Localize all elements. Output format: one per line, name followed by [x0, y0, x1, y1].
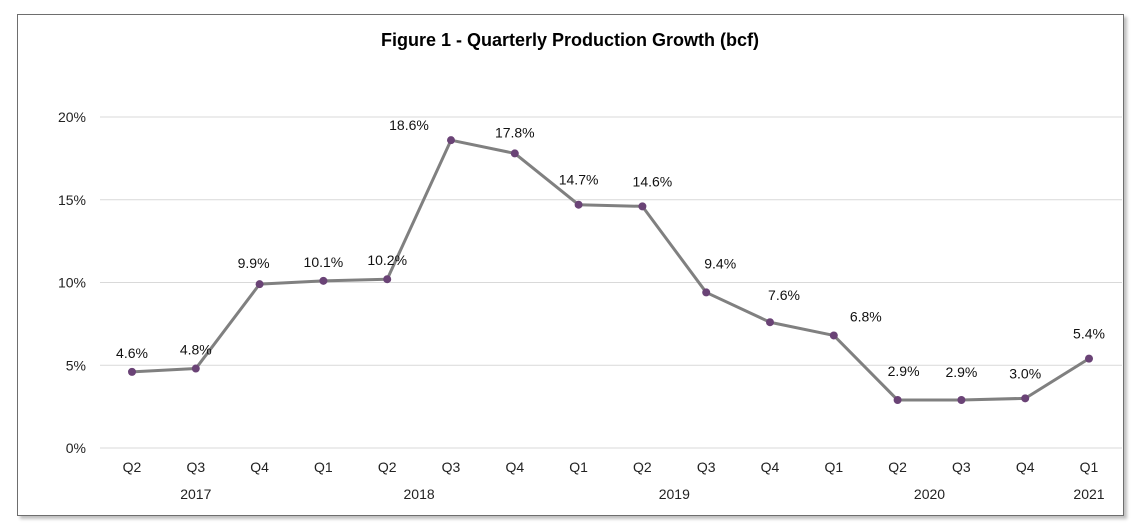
x-tick-label: Q2	[378, 459, 397, 475]
data-label: 2.9%	[945, 364, 977, 380]
data-point	[1021, 394, 1030, 403]
x-axis-ticks: Q2 Q3 Q4 Q1 Q2 Q3 Q4 Q1 Q2 Q3 Q4 Q1 Q2 Q3 Q4 Q1	[123, 459, 1099, 475]
data-point	[893, 396, 902, 405]
x-tick-label: Q1	[569, 459, 588, 475]
x-tick-label: Q3	[697, 459, 716, 475]
data-point	[128, 367, 136, 376]
year-label: 2018	[404, 486, 435, 502]
data-point	[638, 202, 647, 211]
x-tick-label: Q2	[123, 459, 142, 475]
y-axis-ticks: 0% 5% 10% 15% 20%	[58, 109, 86, 456]
data-label: 3.0%	[1009, 365, 1041, 381]
x-tick-label: Q3	[952, 459, 971, 475]
y-tick-label: 10%	[58, 275, 86, 291]
data-point	[510, 149, 519, 158]
data-label: 6.8%	[850, 308, 882, 324]
data-label: 7.6%	[768, 287, 800, 303]
data-point	[319, 276, 328, 285]
series-polyline	[131, 138, 1090, 402]
chart-title: Figure 1 - Quarterly Production Growth (…	[381, 30, 759, 50]
data-label: 4.8%	[180, 342, 212, 358]
data-label: 5.4%	[1073, 326, 1105, 342]
x-axis-year-labels: 2017 2018 2019 2020 2021	[180, 486, 1105, 502]
year-label: 2020	[914, 486, 945, 502]
x-tick-label: Q4	[761, 459, 780, 475]
data-point	[383, 275, 392, 284]
x-tick-label: Q1	[1080, 459, 1099, 475]
data-point	[957, 396, 966, 405]
data-label: 9.4%	[704, 255, 736, 271]
data-label: 4.6%	[116, 345, 148, 361]
x-tick-label: Q1	[314, 459, 333, 475]
x-tick-label: Q4	[505, 459, 524, 475]
data-label: 14.7%	[559, 172, 599, 188]
x-tick-label: Q1	[824, 459, 843, 475]
data-points	[128, 136, 1093, 405]
y-tick-label: 0%	[66, 440, 86, 456]
data-label: 10.2%	[367, 252, 407, 268]
x-tick-label: Q2	[888, 459, 907, 475]
y-tick-label: 20%	[58, 109, 86, 125]
x-tick-label: Q2	[633, 459, 652, 475]
year-label: 2017	[180, 486, 211, 502]
x-tick-label: Q3	[186, 459, 205, 475]
data-point	[1085, 354, 1093, 363]
x-tick-label: Q4	[1016, 459, 1035, 475]
x-tick-label: Q3	[442, 459, 461, 475]
data-label: 2.9%	[888, 363, 920, 379]
data-label: 14.6%	[633, 173, 673, 189]
data-point	[447, 136, 455, 145]
data-label: 9.9%	[238, 255, 270, 271]
data-label: 10.1%	[304, 254, 344, 270]
data-labels: 4.6% 4.8% 9.9% 10.1% 10.2% 18.6% 17.8% 14.7% 14.…	[116, 117, 1105, 381]
data-point	[191, 364, 200, 373]
data-point	[829, 331, 838, 340]
y-tick-label: 15%	[58, 192, 86, 208]
data-point	[574, 200, 583, 209]
x-tick-label: Q4	[250, 459, 269, 475]
data-point	[255, 280, 264, 289]
series-line	[131, 138, 1090, 402]
y-tick-label: 5%	[66, 357, 86, 373]
data-label: 18.6%	[389, 117, 429, 133]
chart-frame	[17, 14, 1124, 516]
data-point	[702, 288, 711, 297]
year-label: 2019	[659, 486, 690, 502]
year-label: 2021	[1073, 486, 1104, 502]
data-label: 17.8%	[495, 124, 535, 140]
data-point	[766, 318, 774, 327]
